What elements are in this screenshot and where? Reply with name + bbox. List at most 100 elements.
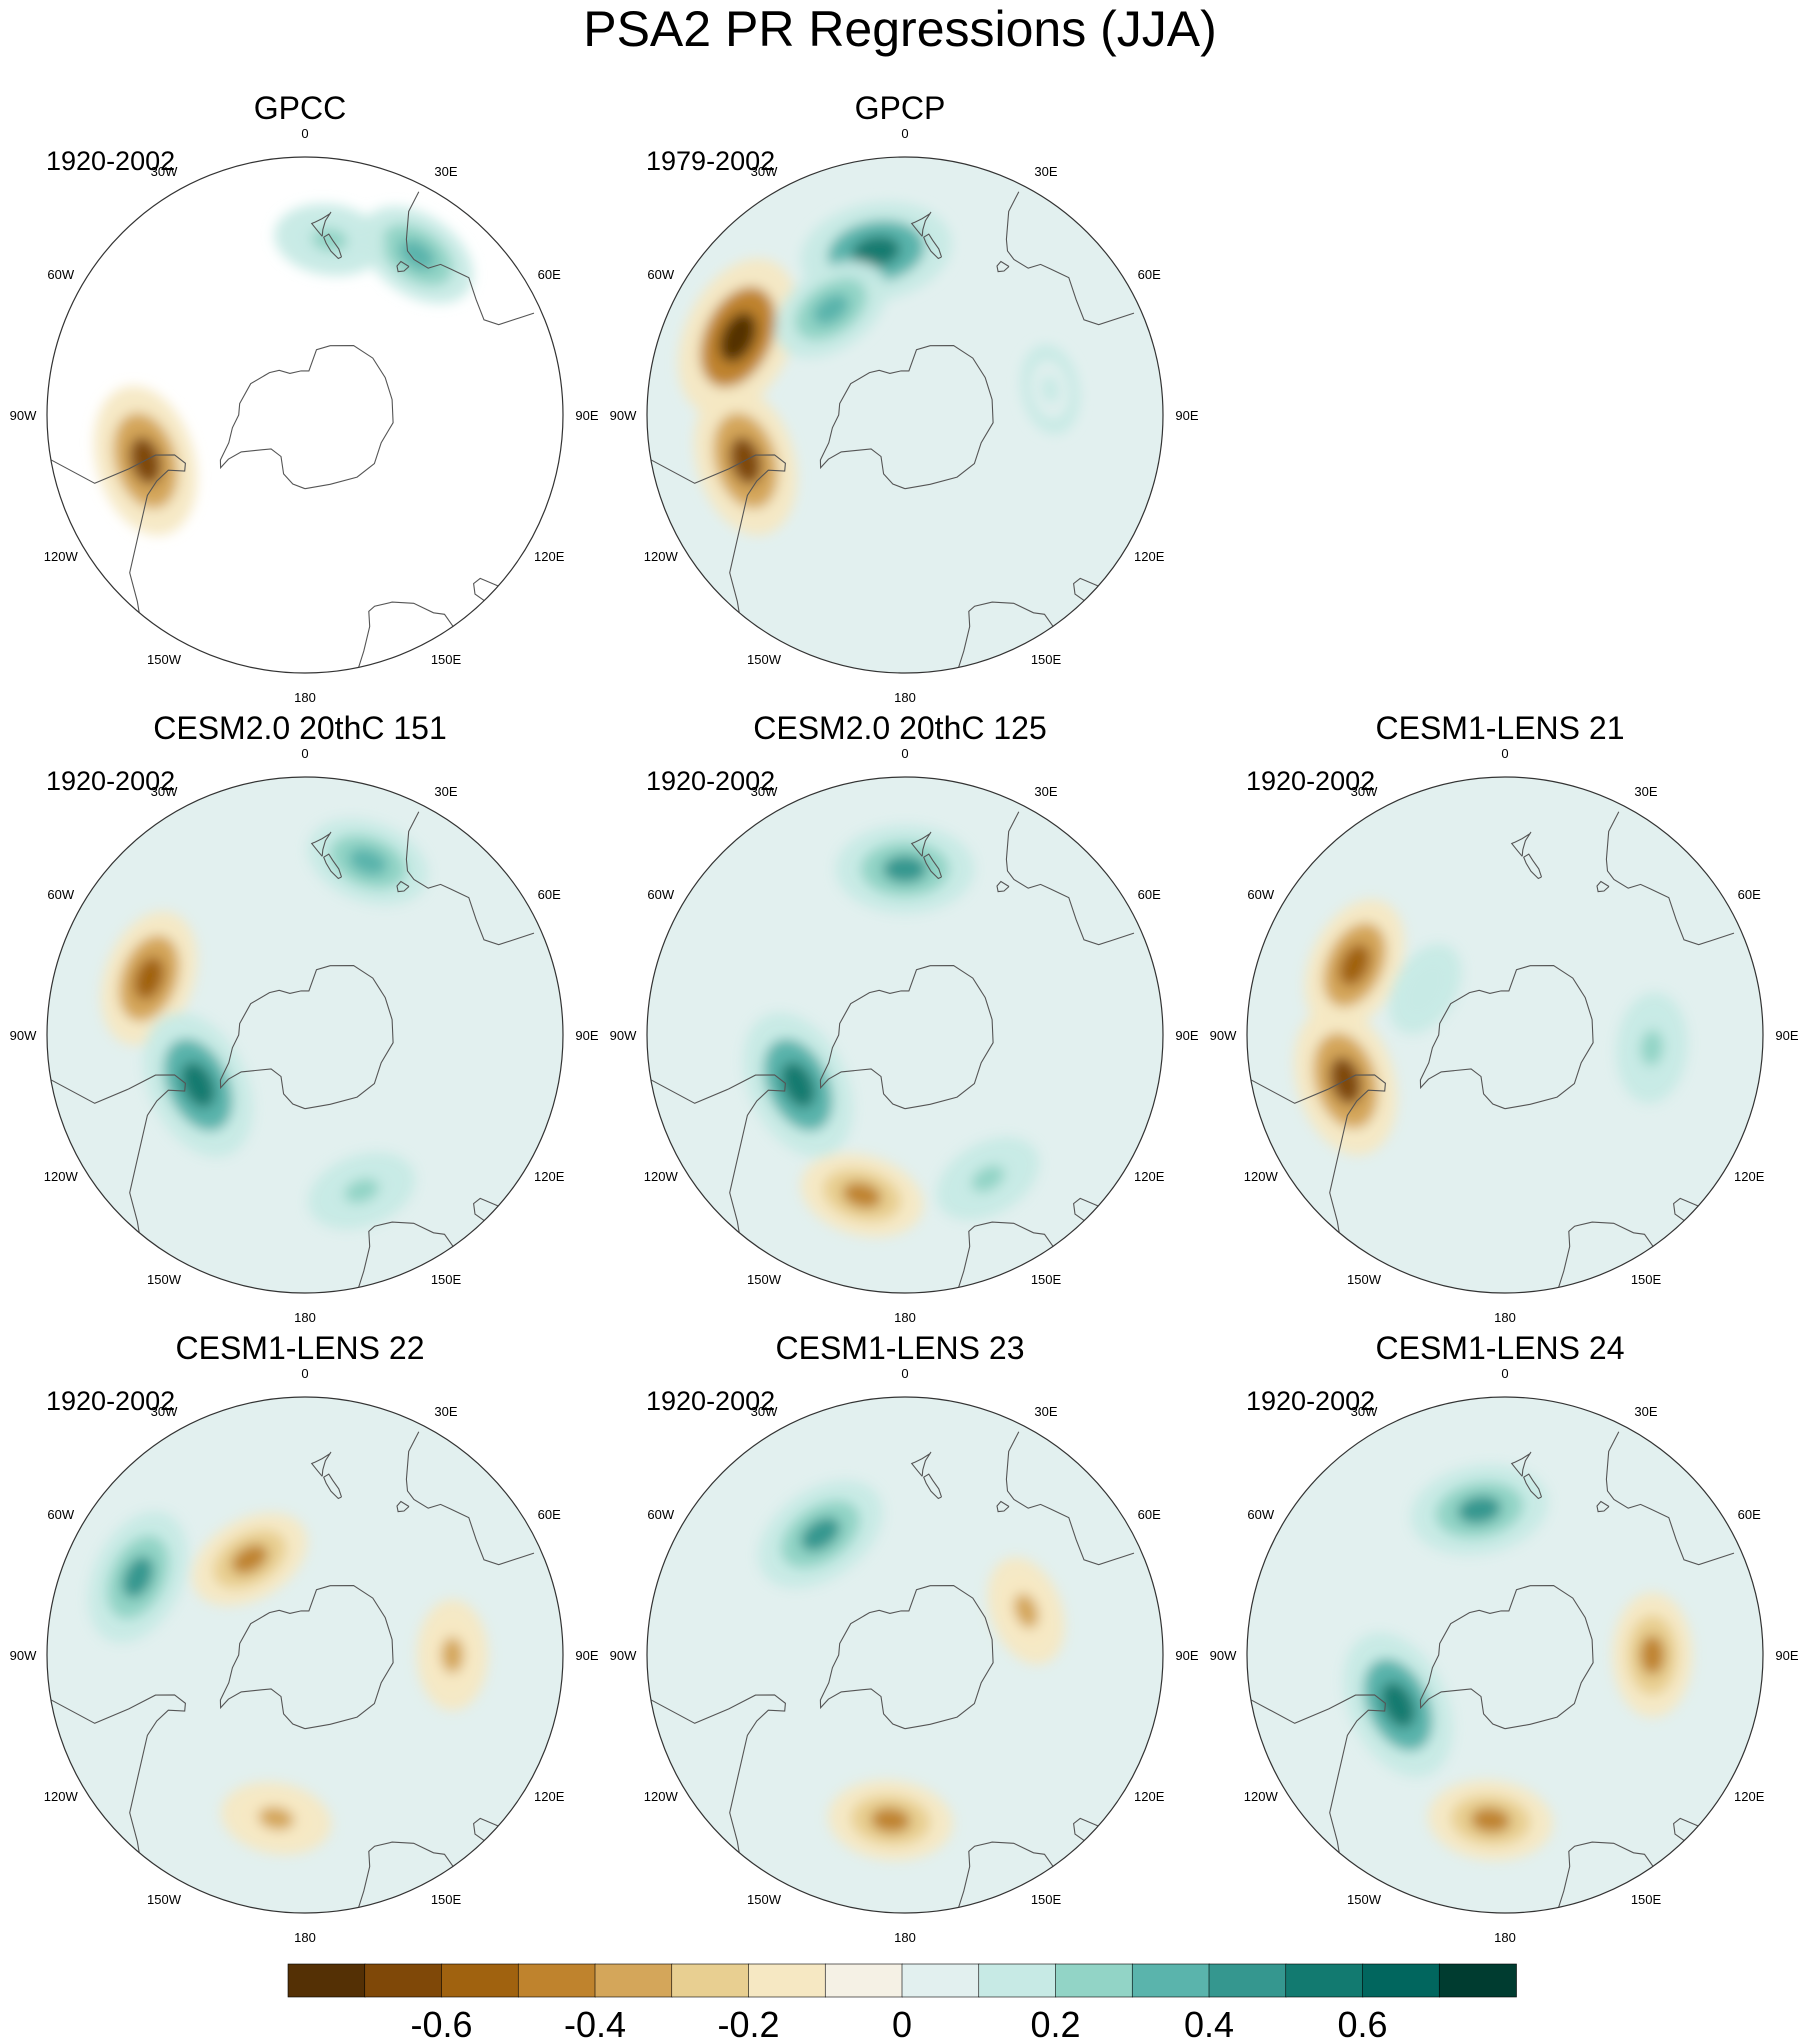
coastline <box>1073 577 1099 602</box>
longitude-label: 0 <box>301 746 308 761</box>
colorbar-swatch <box>517 1963 596 1998</box>
coastline <box>1510 1451 1532 1477</box>
colorbar-swatch <box>1131 1963 1210 1998</box>
longitude-label: 90E <box>575 1648 598 1663</box>
coastline <box>996 260 1010 273</box>
coastline <box>819 965 994 1110</box>
anomaly-core <box>1380 1681 1416 1728</box>
anomaly-core <box>971 1165 1005 1192</box>
longitude-label: 90W <box>1210 1028 1237 1043</box>
colorbar-swatch <box>978 1963 1057 1998</box>
anomaly-core <box>122 1556 154 1599</box>
longitude-label: 120E <box>1134 1789 1165 1804</box>
longitude-label: 90W <box>10 408 37 423</box>
colorbar-tick-label: 0.6 <box>1337 2004 1387 2042</box>
longitude-label: 0 <box>301 126 308 141</box>
longitude-label: 60E <box>1138 1507 1161 1522</box>
map-border <box>646 156 1164 674</box>
longitude-label: 0 <box>901 126 908 141</box>
map-panel: CESM2.0 20thC 125 0 30E 60E 90E 120E 150E 180 15… <box>600 620 1200 1325</box>
figure-title: PSA2 PR Regressions (JJA) <box>583 1 1217 57</box>
map-panel: CESM1-LENS 23 0 30E 60E 90E 120E 150E 180 150W 12… <box>600 1240 1200 1945</box>
coastline <box>405 1431 535 1566</box>
anomaly-core <box>1639 1635 1665 1675</box>
longitude-label: 120W <box>644 549 679 564</box>
longitude-label: 60W <box>647 267 674 282</box>
colorbar-swatch <box>824 1963 903 1998</box>
anomaly-core <box>870 1807 911 1833</box>
period-label: 1920-2002 <box>646 1386 776 1416</box>
map-background <box>47 777 563 1293</box>
map-border <box>46 776 564 1294</box>
coastline <box>1510 831 1532 857</box>
longitude-label: 90E <box>1175 1648 1198 1663</box>
coastline <box>219 965 394 1110</box>
anomaly-core <box>1470 1807 1511 1833</box>
coastline <box>1523 853 1543 880</box>
longitude-label: 60W <box>647 887 674 902</box>
longitude-label: 150W <box>147 1272 182 1287</box>
coastline <box>50 454 186 613</box>
anomaly-core <box>852 236 901 268</box>
map-panel: GPCC 0 30E 60E 90E 120E 150E 180 150W 120W 90W 60W 3… <box>0 0 600 705</box>
map-panel: CESM1-LENS 24 0 30E 60E 90E 120E 150E 180 150W 12… <box>1200 1240 1800 1945</box>
coastline <box>473 1197 499 1222</box>
longitude-label: 90E <box>1775 1028 1798 1043</box>
longitude-label: 120W <box>44 549 79 564</box>
coastline <box>358 601 454 668</box>
longitude-label: 180 <box>894 1930 916 1945</box>
longitude-label: 90E <box>1175 1028 1198 1043</box>
panel-title: CESM1-LENS 23 <box>775 1330 1025 1366</box>
coastline <box>405 191 535 326</box>
coastline <box>219 1585 394 1730</box>
period-label: 1920-2002 <box>646 766 776 796</box>
longitude-label: 30W <box>151 1404 178 1419</box>
longitude-label: 150W <box>747 1272 782 1287</box>
longitude-label: 150E <box>1631 1892 1662 1907</box>
longitude-label: 60E <box>538 887 561 902</box>
period-label: 1920-2002 <box>46 766 176 796</box>
anomaly-core <box>1413 974 1437 1004</box>
anomaly-core <box>180 1061 216 1108</box>
longitude-label: 120W <box>644 1169 679 1184</box>
map-panel: CESM2.0 20thC 151 0 30E 60E 90E 120E 150E 180 15… <box>0 620 600 1325</box>
longitude-label: 150E <box>1031 1892 1062 1907</box>
map-border <box>46 1396 564 1914</box>
coastline <box>1073 1197 1099 1222</box>
longitude-label: 30W <box>751 164 778 179</box>
coastline <box>396 880 410 893</box>
panel-title: CESM2.0 20thC 151 <box>153 710 447 746</box>
longitude-label: 180 <box>894 690 916 705</box>
anomaly-core <box>348 848 388 876</box>
coastline <box>1673 1817 1699 1842</box>
longitude-label: 30E <box>434 164 457 179</box>
coastline <box>358 1221 454 1288</box>
longitude-label: 150W <box>747 652 782 667</box>
coastline <box>473 577 499 602</box>
panel-title: CESM1-LENS 22 <box>175 1330 425 1366</box>
map-panel: CESM1-LENS 22 0 30E 60E 90E 120E 150E 180 150W 12… <box>0 1240 600 1945</box>
colorbar-swatch <box>671 1963 750 1998</box>
longitude-label: 120E <box>534 1169 565 1184</box>
coastline <box>958 601 1054 668</box>
anomaly-core <box>258 1806 294 1830</box>
longitude-label: 30W <box>151 784 178 799</box>
coastline <box>910 831 932 857</box>
coastline <box>1250 1074 1386 1233</box>
longitude-label: 60E <box>538 1507 561 1522</box>
longitude-label: 30E <box>1634 1404 1657 1419</box>
longitude-label: 90E <box>1775 1648 1798 1663</box>
colorbar-swatch <box>364 1963 443 1998</box>
coastline <box>1250 1694 1386 1853</box>
polar-map: 0 30E 60E 90E 120E 150E 180 150W 120W 90W 60W 30W <box>10 746 599 1325</box>
anomaly-core <box>441 1637 464 1673</box>
longitude-label: 60W <box>47 1507 74 1522</box>
coastline <box>396 260 410 273</box>
coastline <box>1523 1473 1543 1500</box>
map-border <box>646 1396 1164 1914</box>
panel-title: CESM2.0 20thC 125 <box>753 710 1047 746</box>
longitude-label: 150E <box>1031 1272 1062 1287</box>
longitude-label: 0 <box>1501 746 1508 761</box>
coastline <box>1073 1817 1099 1842</box>
